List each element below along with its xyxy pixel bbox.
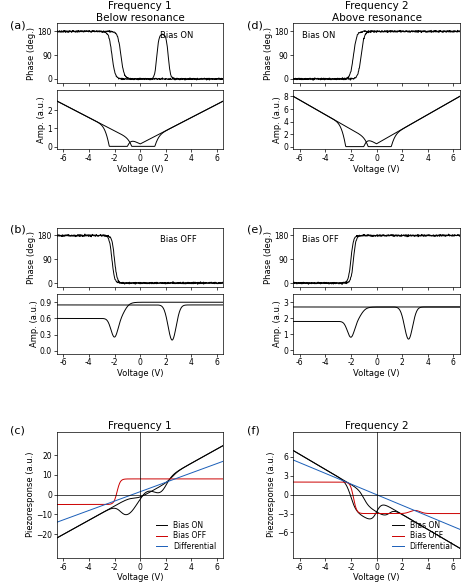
X-axis label: Voltage (V): Voltage (V) [353, 573, 400, 582]
Text: (c): (c) [10, 426, 25, 436]
Y-axis label: Amp. (a.u.): Amp. (a.u.) [37, 96, 46, 143]
X-axis label: Voltage (V): Voltage (V) [117, 369, 164, 378]
X-axis label: Voltage (V): Voltage (V) [117, 165, 164, 174]
Text: (d): (d) [246, 21, 263, 31]
Title: Frequency 1: Frequency 1 [109, 421, 172, 431]
Text: Bias OFF: Bias OFF [301, 235, 338, 244]
Legend: Bias ON, Bias OFF, Differential: Bias ON, Bias OFF, Differential [389, 518, 456, 554]
Y-axis label: Amp. (a.u.): Amp. (a.u.) [273, 96, 282, 143]
Text: (a): (a) [10, 21, 26, 31]
Y-axis label: Amp. (a.u.): Amp. (a.u.) [273, 301, 282, 348]
Text: (b): (b) [10, 225, 26, 235]
Title: Frequency 2: Frequency 2 [345, 421, 408, 431]
Text: (e): (e) [246, 225, 262, 235]
Text: Bias OFF: Bias OFF [160, 235, 197, 244]
Text: (f): (f) [246, 426, 259, 436]
X-axis label: Voltage (V): Voltage (V) [117, 573, 164, 582]
Y-axis label: Piezoresponse (a.u.): Piezoresponse (a.u.) [26, 452, 35, 538]
Y-axis label: Phase (deg.): Phase (deg.) [264, 231, 273, 284]
Title: Frequency 1
Below resonance: Frequency 1 Below resonance [96, 1, 184, 23]
Title: Frequency 2
Above resonance: Frequency 2 Above resonance [331, 1, 421, 23]
Y-axis label: Phase (deg.): Phase (deg.) [27, 26, 36, 80]
Text: Bias ON: Bias ON [160, 31, 193, 39]
Y-axis label: Piezoresponse (a.u.): Piezoresponse (a.u.) [267, 452, 276, 538]
Y-axis label: Phase (deg.): Phase (deg.) [27, 231, 36, 284]
Y-axis label: Phase (deg.): Phase (deg.) [264, 26, 273, 80]
X-axis label: Voltage (V): Voltage (V) [353, 165, 400, 174]
X-axis label: Voltage (V): Voltage (V) [353, 369, 400, 378]
Text: Bias ON: Bias ON [301, 31, 335, 39]
Legend: Bias ON, Bias OFF, Differential: Bias ON, Bias OFF, Differential [153, 518, 219, 554]
Y-axis label: Amp. (a.u.): Amp. (a.u.) [29, 301, 38, 348]
